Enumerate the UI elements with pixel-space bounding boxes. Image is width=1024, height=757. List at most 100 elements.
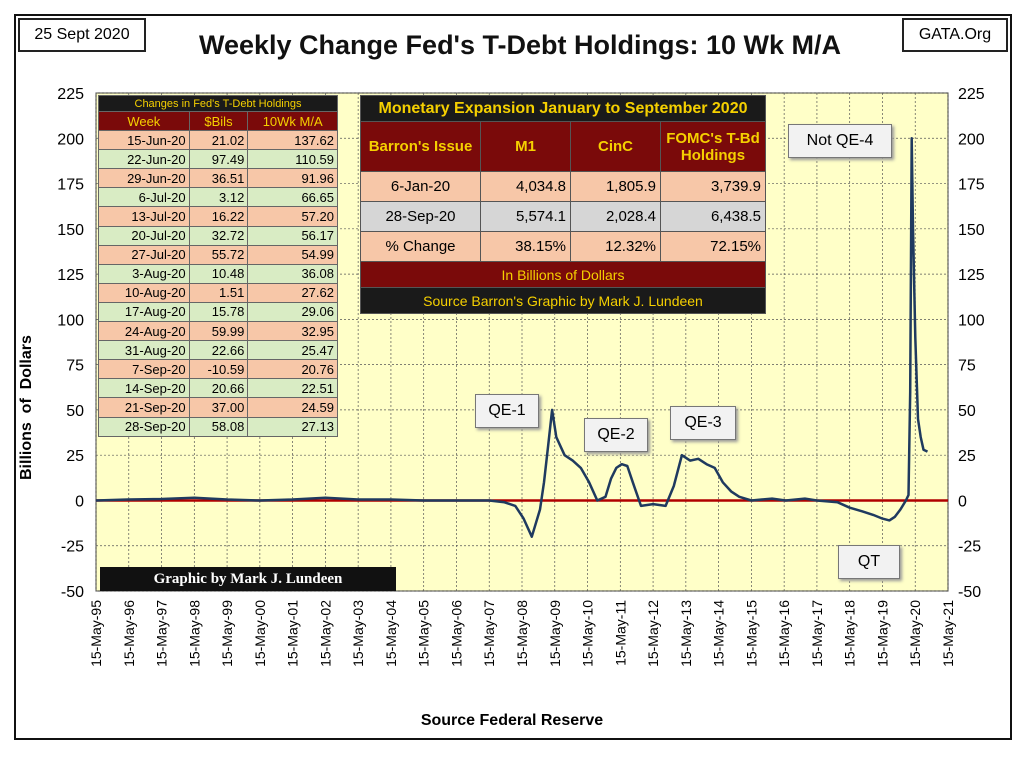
x-tick-label: 15-May-96: [121, 600, 137, 667]
table-cell: 6-Jul-20: [98, 187, 190, 208]
table-cell: -10.59: [188, 359, 249, 380]
table-row: 31-Aug-20 22.66 25.47: [98, 340, 338, 361]
monetary-table-caption: Monetary Expansion January to September …: [360, 95, 766, 122]
annotation-qe2: QE-2: [584, 418, 648, 452]
chart-title: Weekly Change Fed's T-Debt Holdings: 10 …: [198, 30, 841, 60]
table-cell: 24-Aug-20: [98, 321, 190, 342]
x-tick-label: 15-May-07: [481, 600, 497, 667]
monetary-cell: 12.32%: [570, 231, 661, 262]
x-tick-label: 15-May-16: [776, 600, 792, 667]
monetary-cell: 38.15%: [480, 231, 571, 262]
x-tick-label: 15-May-04: [383, 600, 399, 667]
y-tick-label-right: 25: [958, 448, 976, 465]
monetary-cell: 5,574.1: [480, 201, 571, 232]
table-row: 17-Aug-20 15.78 29.06: [98, 301, 338, 323]
weekly-table-header: Week: [98, 110, 190, 132]
table-row: 10-Aug-20 1.51 27.62: [98, 282, 338, 303]
table-cell: 3-Aug-20: [98, 263, 190, 284]
monetary-cell: 6-Jan-20: [360, 171, 481, 202]
y-tick-label-right: -50: [958, 584, 981, 601]
table-cell: 20.76: [247, 359, 338, 380]
table-cell: 21-Sep-20: [98, 397, 190, 418]
table-row: 3-Aug-20 10.48 36.08: [98, 263, 338, 284]
table-cell: 59.99: [188, 321, 249, 342]
table-cell: 27-Jul-20: [98, 244, 190, 265]
table-cell: 27.13: [247, 416, 338, 437]
x-tick-label: 15-May-06: [448, 600, 464, 667]
x-tick-label: 15-May-02: [317, 600, 333, 667]
y-tick-label: 175: [57, 177, 84, 194]
monetary-cell: 4,034.8: [480, 171, 571, 202]
y-tick-label-right: 50: [958, 403, 976, 420]
table-cell: 20.66: [188, 378, 249, 399]
table-cell: 10.48: [188, 263, 249, 284]
x-tick-label: 15-May-17: [809, 600, 825, 667]
table-cell: 22.51: [247, 378, 338, 399]
table-cell: 31-Aug-20: [98, 340, 190, 361]
table-cell: 56.17: [247, 225, 338, 246]
graphic-credit: Graphic by Mark J. Lundeen: [100, 567, 396, 591]
table-cell: 17-Aug-20: [98, 301, 190, 323]
y-axis-label: Billions of Dollars: [18, 335, 35, 480]
x-tick-label: 15-May-20: [907, 600, 923, 667]
monetary-cell: 1,805.9: [570, 171, 661, 202]
monetary-table-header: CinC: [570, 121, 661, 172]
table-cell: 3.12: [188, 187, 249, 208]
table-cell: 36.51: [188, 168, 249, 189]
table-cell: 24.59: [247, 397, 338, 418]
x-tick-label: 15-May-09: [547, 600, 563, 667]
y-tick-label: 50: [66, 403, 84, 420]
y-tick-label: 75: [66, 358, 84, 375]
monetary-expansion-table: Monetary Expansion January to September …: [360, 95, 766, 314]
weekly-table-header: 10Wk M/A: [247, 110, 338, 132]
weekly-table-caption: Changes in Fed's T-Debt Holdings: [98, 95, 338, 112]
monetary-cell: % Change: [360, 231, 481, 262]
table-cell: 21.02: [188, 130, 249, 151]
y-tick-label: 0: [75, 493, 84, 510]
x-tick-label: 15-May-01: [285, 600, 301, 667]
table-cell: 97.49: [188, 149, 249, 170]
table-cell: 37.00: [188, 397, 249, 418]
monetary-cell: 28-Sep-20: [360, 201, 481, 232]
y-tick-label-right: 125: [958, 267, 985, 284]
x-tick-label: 15-May-97: [154, 600, 170, 667]
y-tick-label: -25: [61, 539, 84, 556]
table-cell: 54.99: [247, 244, 338, 265]
y-tick-label-right: 0: [958, 493, 967, 510]
table-cell: 32.95: [247, 321, 338, 342]
y-tick-label-right: 150: [958, 222, 985, 239]
x-tick-label: 15-May-99: [219, 600, 235, 667]
monetary-cell: 6,438.5: [660, 201, 766, 232]
monetary-table-header: FOMC's T-Bd Holdings: [660, 121, 766, 172]
table-row: 20-Jul-20 32.72 56.17: [98, 225, 338, 246]
x-tick-label: 15-May-14: [711, 600, 727, 667]
table-cell: 13-Jul-20: [98, 206, 190, 227]
x-tick-label: 15-May-03: [350, 600, 366, 667]
annotation-qt: QT: [838, 545, 900, 579]
table-row: 28-Sep-20 58.08 27.13: [98, 416, 338, 437]
table-cell: 14-Sep-20: [98, 378, 190, 399]
table-cell: 20-Jul-20: [98, 225, 190, 246]
source-tag: GATA.Org: [902, 18, 1008, 52]
table-cell: 110.59: [247, 149, 338, 170]
date-label: 25 Sept 2020: [18, 18, 146, 52]
table-cell: 57.20: [247, 206, 338, 227]
table-row: 22-Jun-20 97.49 110.59: [98, 149, 338, 170]
x-tick-label: 15-May-11: [612, 600, 628, 666]
table-cell: 28-Sep-20: [98, 416, 190, 437]
y-tick-label: 125: [57, 267, 84, 284]
y-tick-label-right: 175: [958, 177, 985, 194]
table-cell: 15.78: [188, 301, 249, 323]
table-cell: 7-Sep-20: [98, 359, 190, 380]
table-cell: 16.22: [188, 206, 249, 227]
table-row: 14-Sep-20 20.66 22.51: [98, 378, 338, 399]
y-tick-label: 150: [57, 222, 84, 239]
table-cell: 137.62: [247, 130, 338, 151]
source-note: Source Barron's Graphic by Mark J. Lunde…: [360, 287, 766, 314]
x-tick-label: 15-May-98: [186, 600, 202, 667]
y-tick-label: 25: [66, 448, 84, 465]
table-cell: 58.08: [188, 416, 249, 437]
table-cell: 15-Jun-20: [98, 130, 190, 151]
y-tick-label-right: 75: [958, 358, 976, 375]
table-cell: 29.06: [247, 301, 338, 323]
